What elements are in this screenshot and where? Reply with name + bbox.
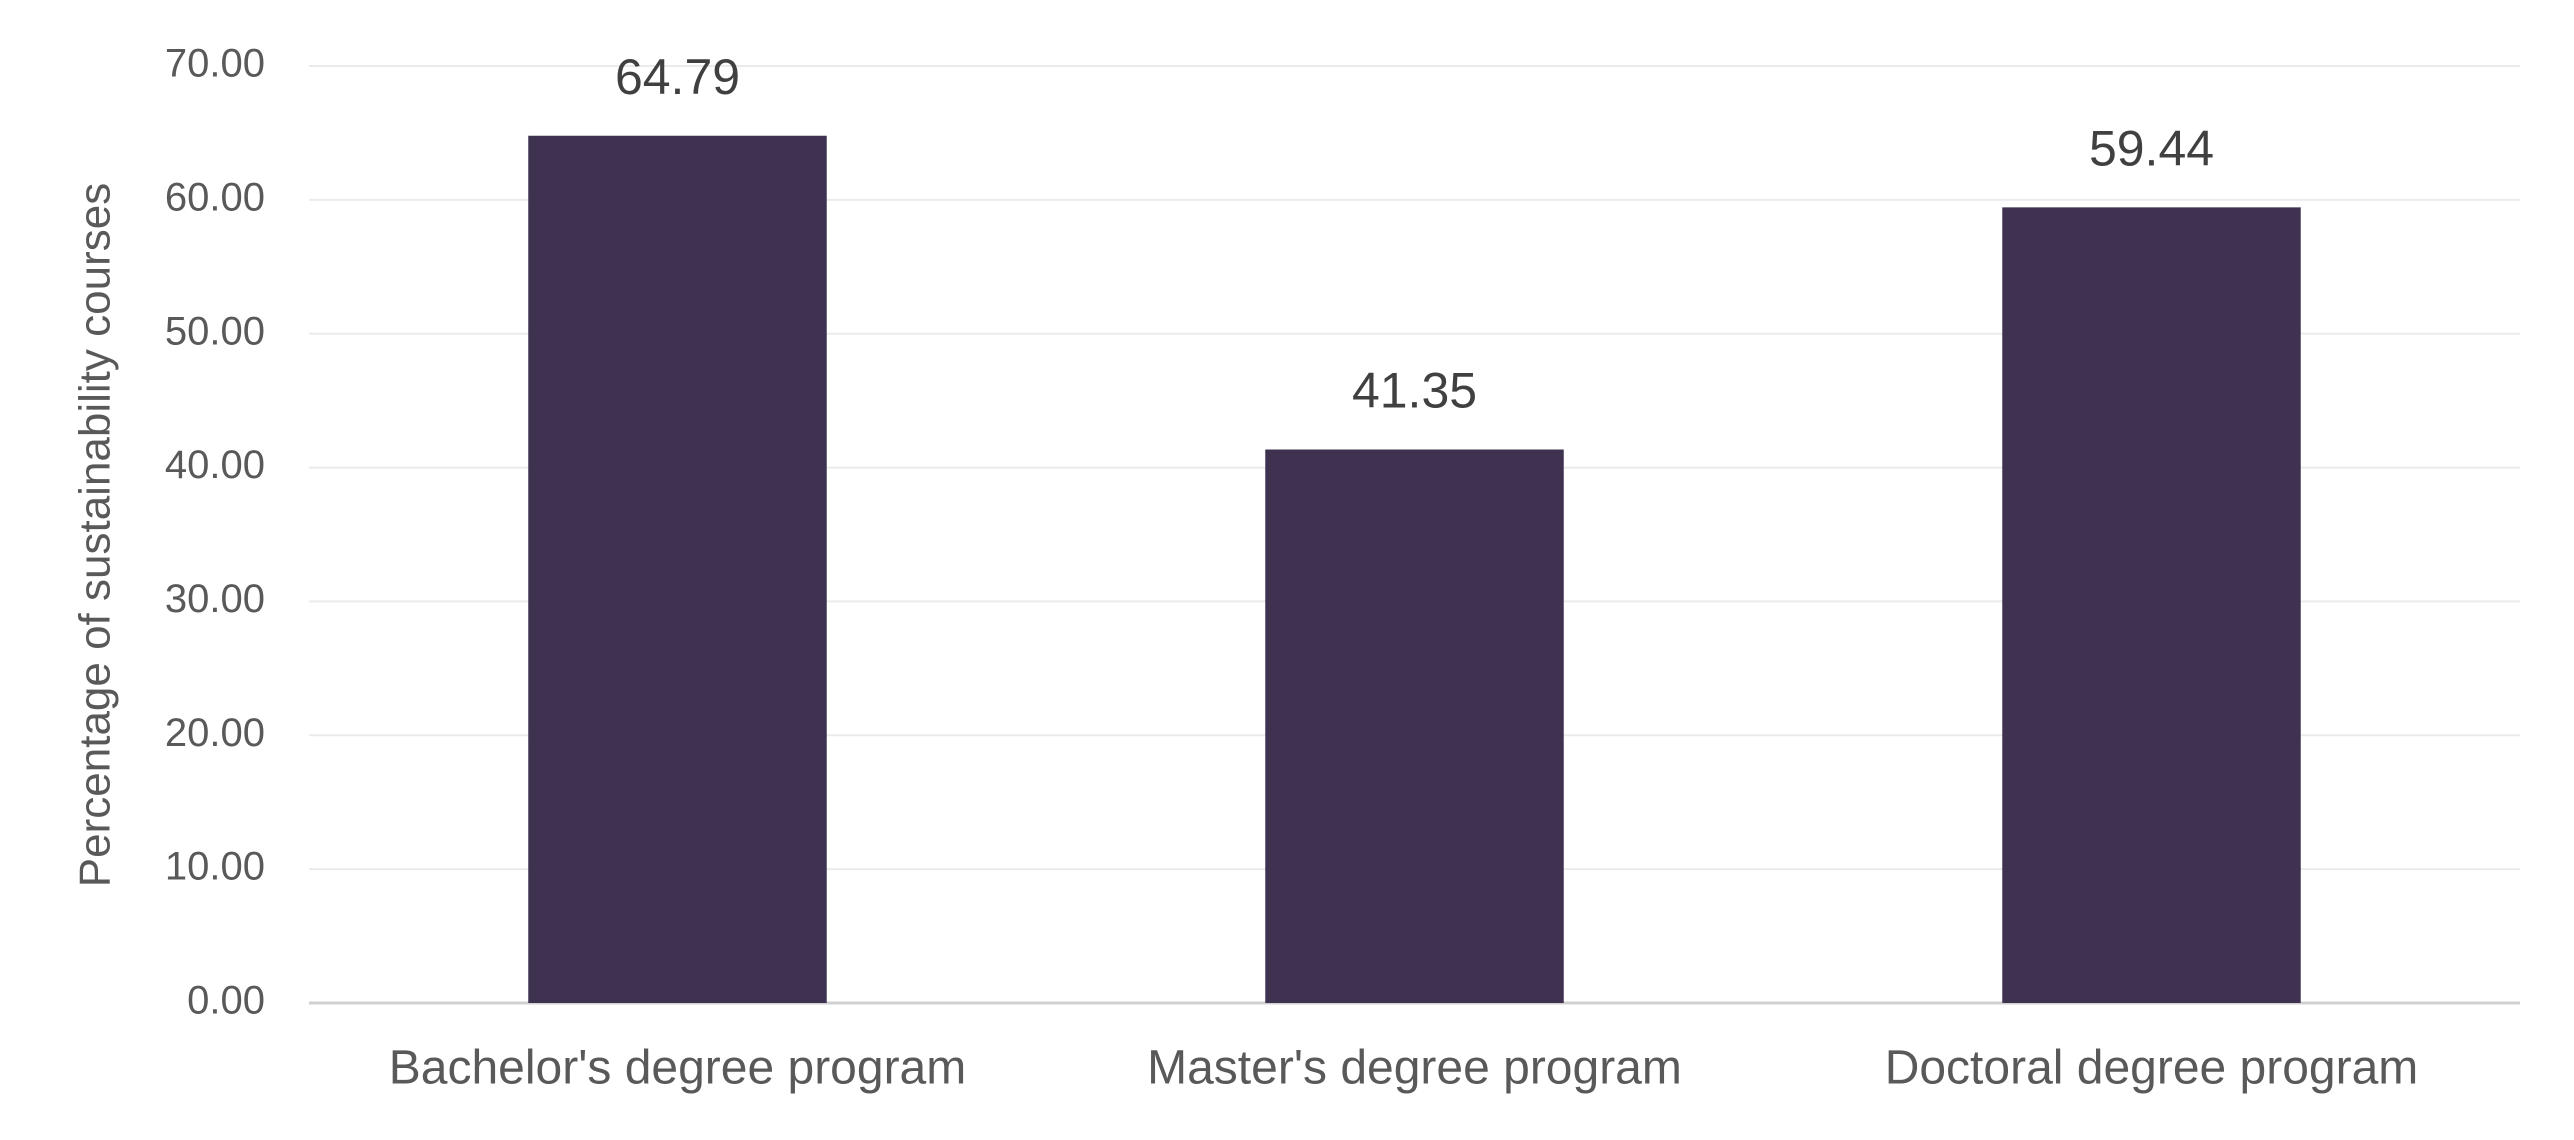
y-tick-label: 40.00 bbox=[165, 443, 265, 487]
y-tick-label: 0.00 bbox=[187, 979, 265, 1023]
x-tick-label: Master's degree program bbox=[1147, 1042, 1682, 1095]
y-tick-label: 70.00 bbox=[165, 42, 265, 86]
y-axis-title: Percentage of sustainability courses bbox=[71, 183, 120, 887]
bar bbox=[1265, 449, 1564, 1003]
y-tick-label: 10.00 bbox=[165, 845, 265, 889]
y-tick-label: 50.00 bbox=[165, 309, 265, 353]
y-tick-label: 30.00 bbox=[165, 577, 265, 621]
bar bbox=[2002, 207, 2301, 1003]
value-label: 64.79 bbox=[615, 49, 740, 105]
y-tick-label: 20.00 bbox=[165, 711, 265, 755]
x-tick-label: Doctoral degree program bbox=[1885, 1042, 2419, 1095]
value-label: 41.35 bbox=[1352, 363, 1477, 419]
value-label: 59.44 bbox=[2089, 121, 2214, 177]
bar bbox=[528, 135, 827, 1004]
x-tick-label: Bachelor's degree program bbox=[389, 1042, 966, 1095]
y-tick-label: 60.00 bbox=[165, 175, 265, 219]
